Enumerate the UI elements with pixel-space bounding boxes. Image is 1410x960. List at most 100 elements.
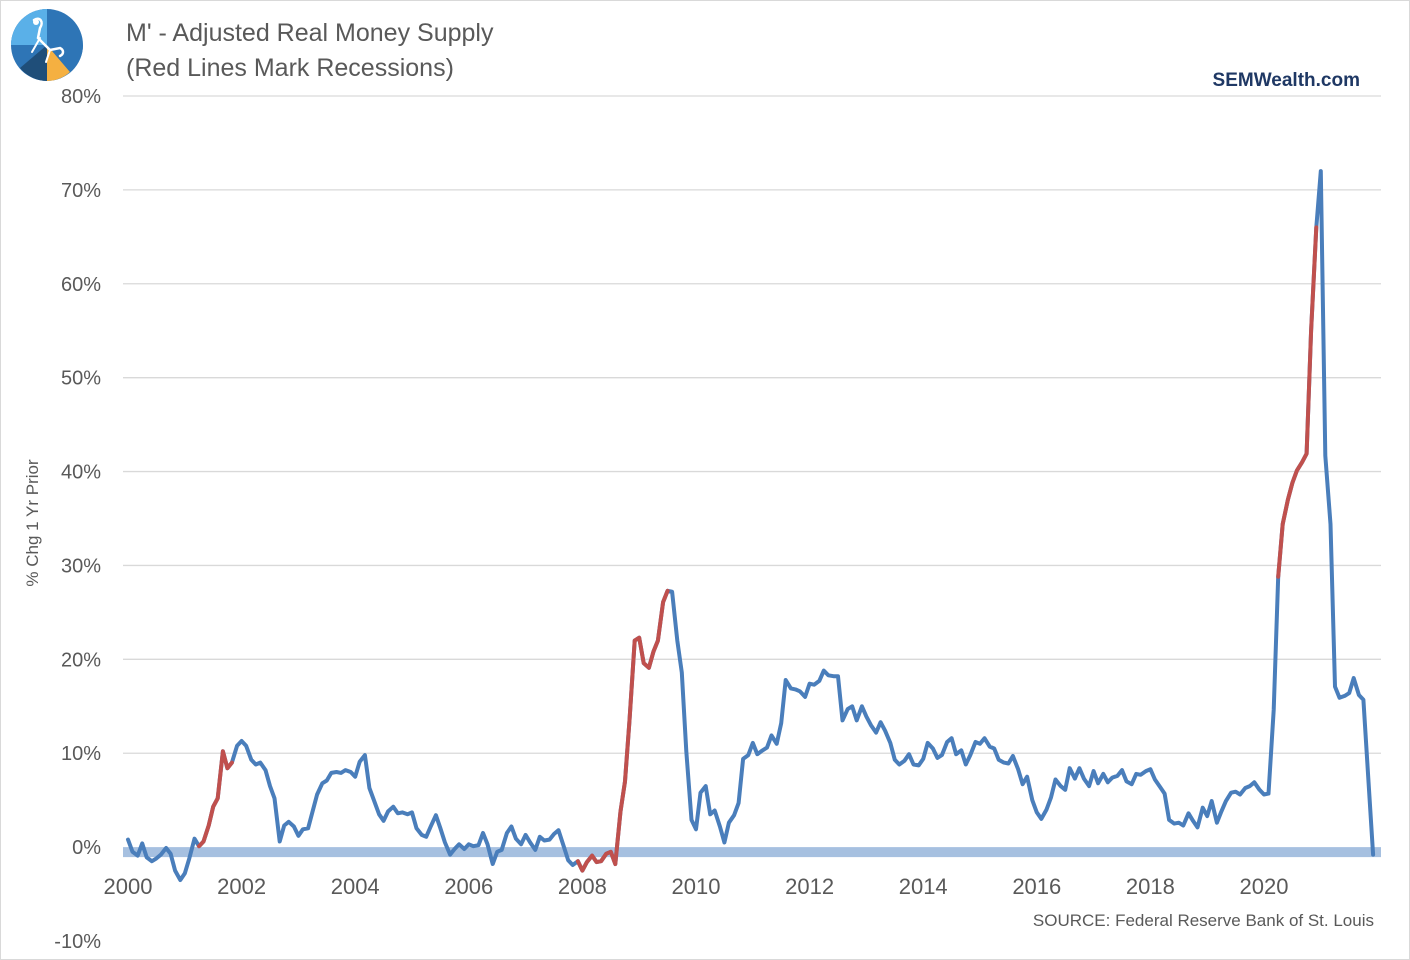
data-point [533, 848, 537, 852]
data-point [604, 852, 608, 856]
data-point [1021, 782, 1025, 786]
data-point [704, 784, 708, 788]
data-point [467, 842, 471, 846]
data-point [301, 827, 305, 831]
data-point [846, 707, 850, 711]
data-point [500, 848, 504, 852]
data-point [879, 720, 883, 724]
data-point [628, 718, 632, 722]
x-tick-label: 2008 [558, 874, 607, 899]
data-point [519, 842, 523, 846]
data-point [528, 840, 532, 844]
data-point [377, 812, 381, 816]
data-point [173, 869, 177, 873]
data-point [548, 838, 552, 842]
series-line [126, 169, 1376, 882]
data-point [372, 798, 376, 802]
data-point [741, 757, 745, 761]
data-point [367, 786, 371, 790]
data-point [1229, 791, 1233, 795]
data-point [1196, 825, 1200, 829]
data-point [1309, 329, 1313, 333]
data-point [542, 839, 546, 843]
data-point [1252, 780, 1256, 784]
data-point [883, 729, 887, 733]
data-point [320, 781, 324, 785]
data-point [225, 766, 229, 770]
data-point [793, 687, 797, 691]
data-point [1101, 772, 1105, 776]
data-point [187, 856, 191, 860]
data-point [1068, 766, 1072, 770]
data-point [1258, 788, 1262, 792]
data-point [391, 805, 395, 809]
source-note: SOURCE: Federal Reserve Bank of St. Loui… [1032, 911, 1374, 930]
data-point [1134, 772, 1138, 776]
data-point [282, 824, 286, 828]
data-point [1238, 793, 1242, 797]
data-point [1352, 676, 1356, 680]
data-point [893, 758, 897, 762]
data-point [491, 862, 495, 866]
data-point [983, 736, 987, 740]
data-point [1092, 769, 1096, 773]
data-point [1073, 777, 1077, 781]
data-point [1219, 809, 1223, 813]
data-point [249, 758, 253, 762]
data-point [240, 739, 244, 743]
data-point [1006, 762, 1010, 766]
data-point [699, 791, 703, 795]
data-point [315, 793, 319, 797]
x-tick-label: 2012 [785, 874, 834, 899]
data-point [765, 746, 769, 750]
data-point [126, 838, 130, 842]
data-point [1347, 691, 1351, 695]
data-point [140, 841, 144, 845]
data-point [164, 846, 168, 850]
data-point [917, 763, 921, 767]
data-point [978, 742, 982, 746]
data-point [505, 831, 509, 835]
data-point [410, 810, 414, 814]
data-point [325, 779, 329, 783]
data-point [1267, 792, 1271, 796]
data-point [935, 756, 939, 760]
data-point [1039, 817, 1043, 821]
data-point [613, 862, 617, 866]
data-point [921, 757, 925, 761]
data-point [448, 853, 452, 857]
data-point [666, 589, 670, 593]
data-point [1248, 784, 1252, 788]
data-point [524, 833, 528, 837]
x-tick-label: 2010 [672, 874, 721, 899]
data-point [1333, 685, 1337, 689]
data-point [940, 753, 944, 757]
data-point [159, 853, 163, 857]
data-point [585, 860, 589, 864]
data-point [779, 721, 783, 725]
data-point [903, 759, 907, 763]
data-point [931, 747, 935, 751]
y-tick-label: 10% [61, 743, 101, 765]
data-point [1300, 460, 1304, 464]
data-point [244, 744, 248, 748]
data-point [912, 763, 916, 767]
data-point [713, 809, 717, 813]
y-tick-label: 50% [61, 368, 101, 390]
data-point [335, 770, 339, 774]
data-point [1059, 784, 1063, 788]
data-point [907, 752, 911, 756]
y-tick-label: 30% [61, 555, 101, 577]
data-point [486, 842, 490, 846]
data-point [841, 718, 845, 722]
data-point [1281, 522, 1285, 526]
data-point [822, 669, 826, 673]
data-point [968, 753, 972, 757]
data-point [1314, 225, 1318, 229]
data-point [1172, 822, 1176, 826]
data-point [874, 731, 878, 735]
data-point [954, 752, 958, 756]
data-point [1366, 770, 1370, 774]
data-point [344, 768, 348, 772]
data-point [562, 844, 566, 848]
